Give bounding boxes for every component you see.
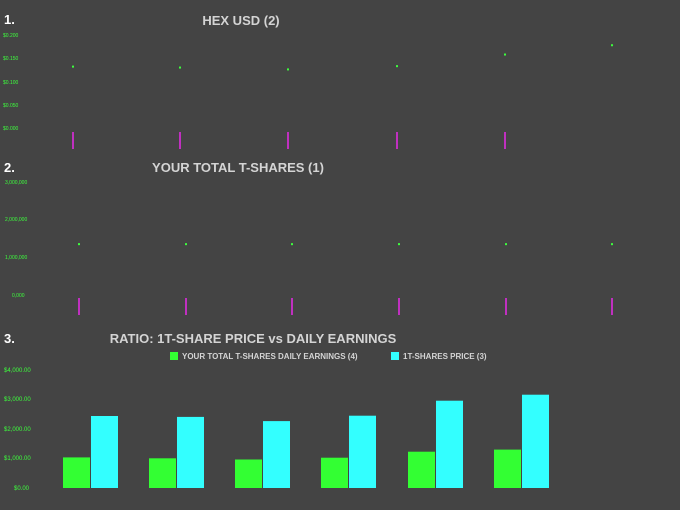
chart-2-points (78, 243, 613, 246)
x-axis-marker (398, 298, 400, 315)
x-axis-marker (179, 132, 181, 149)
chart-3-tick-label: $0.00 (14, 486, 30, 492)
chart-hex-usd: 1. HEX USD (2) $0.200 $0.150 $0.100 $0.0… (3, 12, 613, 149)
t-shares-point (611, 243, 613, 246)
chart-3-title: RATIO: 1T-SHARE PRICE vs DAILY EARNINGS (110, 331, 397, 346)
t-shares-point (291, 243, 293, 246)
legend-swatch-t-share-price (391, 352, 399, 360)
chart-3-tick-label: $3,000.00 (4, 397, 31, 403)
chart-3-legend: YOUR TOTAL T-SHARES DAILY EARNINGS (4) 1… (170, 352, 487, 361)
bar-daily-earnings (235, 459, 262, 488)
chart-1-tick-label: $0.200 (3, 33, 19, 39)
x-axis-marker (291, 298, 293, 315)
t-shares-point (78, 243, 80, 246)
chart-3-tick-label: $1,000.00 (4, 456, 31, 462)
chart-1-title: HEX USD (2) (202, 13, 279, 28)
hex-price-point (287, 68, 289, 71)
chart-2-y-ticks: 3,000,000 2,000,000 1,000,000 0,000 (5, 180, 27, 299)
bar-t-share-price (91, 416, 118, 488)
chart-2-tick-label: 0,000 (12, 293, 25, 299)
bar-t-share-price (177, 416, 204, 488)
legend-swatch-daily-earnings (170, 352, 178, 360)
chart-2-title: YOUR TOTAL T-SHARES (1) (152, 160, 324, 175)
bar-t-share-price (436, 400, 463, 488)
chart-1-number: 1. (4, 12, 15, 27)
bar-daily-earnings (63, 457, 90, 488)
hex-price-point (504, 53, 506, 56)
chart-2-tick-label: 1,000,000 (5, 255, 27, 261)
chart-2-number: 2. (4, 160, 15, 175)
chart-1-tick-label: $0.050 (3, 103, 19, 109)
legend-label-t-share-price: 1T-SHARES PRICE (3) (403, 352, 487, 361)
chart-2-tick-label: 3,000,000 (5, 180, 27, 186)
chart-1-tick-label: $0.100 (3, 80, 19, 86)
chart-total-t-shares: 2. YOUR TOTAL T-SHARES (1) 3,000,000 2,0… (4, 160, 613, 315)
chart-3-tick-label: $4,000.00 (4, 368, 31, 374)
chart-3-number: 3. (4, 331, 15, 346)
x-axis-marker (505, 298, 507, 315)
x-axis-marker (611, 298, 613, 315)
chart-1-y-ticks: $0.200 $0.150 $0.100 $0.050 $0.000 (3, 33, 19, 132)
bar-daily-earnings (149, 458, 176, 488)
chart-3-y-ticks: $4,000.00 $3,000.00 $2,000.00 $1,000.00 … (4, 368, 31, 492)
bar-daily-earnings (408, 451, 435, 488)
chart-2-x-markers (78, 298, 613, 315)
t-shares-point (185, 243, 187, 246)
chart-ratio: 3. RATIO: 1T-SHARE PRICE vs DAILY EARNIN… (4, 331, 549, 492)
bar-t-share-price (349, 415, 376, 488)
hex-price-point (611, 44, 613, 47)
t-shares-point (505, 243, 507, 246)
bar-t-share-price (522, 394, 549, 488)
bar-daily-earnings (321, 457, 348, 488)
x-axis-marker (287, 132, 289, 149)
chart-2-tick-label: 2,000,000 (5, 217, 27, 223)
chart-1-tick-label: $0.150 (3, 56, 19, 62)
chart-1-points (72, 44, 613, 71)
legend-label-daily-earnings: YOUR TOTAL T-SHARES DAILY EARNINGS (4) (182, 352, 358, 361)
chart-3-tick-label: $2,000.00 (4, 427, 31, 433)
bar-t-share-price (263, 421, 290, 488)
chart-1-x-markers (72, 132, 506, 149)
t-shares-point (398, 243, 400, 246)
chart-1-tick-label: $0.000 (3, 126, 19, 132)
x-axis-marker (396, 132, 398, 149)
hex-price-point (72, 65, 74, 68)
x-axis-marker (504, 132, 506, 149)
chart-3-bars (63, 394, 549, 488)
hex-price-point (396, 65, 398, 68)
x-axis-marker (185, 298, 187, 315)
x-axis-marker (72, 132, 74, 149)
hex-price-point (179, 66, 181, 69)
bar-daily-earnings (494, 449, 521, 488)
x-axis-marker (78, 298, 80, 315)
